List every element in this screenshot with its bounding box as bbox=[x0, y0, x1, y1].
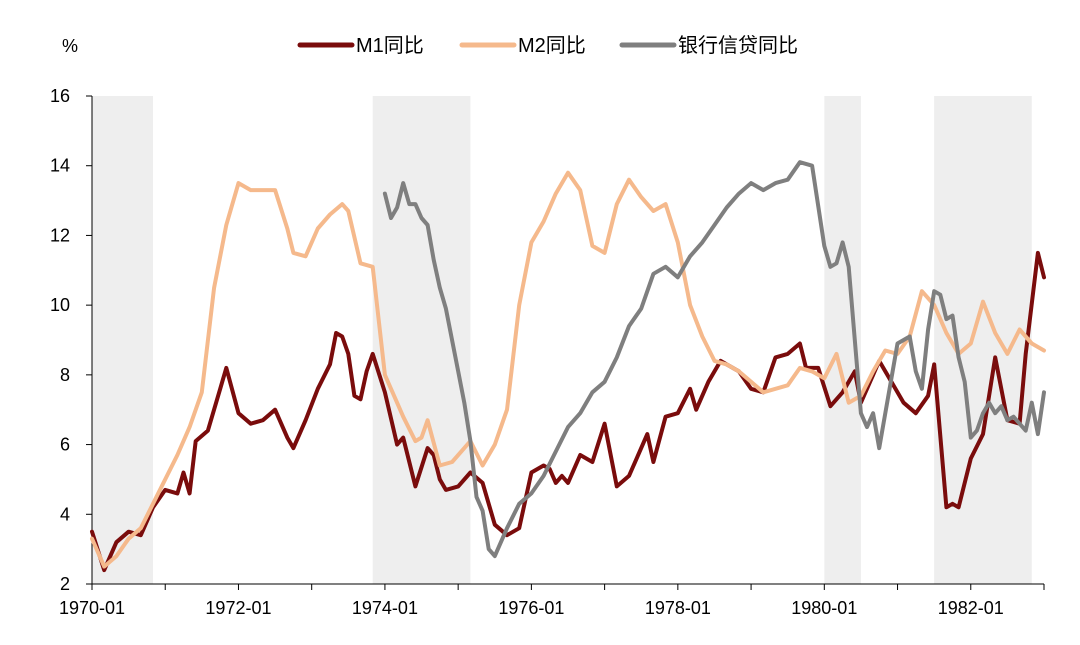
shaded-periods bbox=[92, 96, 1032, 584]
legend: M1同比 M2同比 银行信贷同比 bbox=[297, 34, 798, 57]
y-axis-unit-label: % bbox=[62, 36, 78, 56]
y-tick-label: 6 bbox=[60, 435, 70, 455]
series-line-2 bbox=[90, 170, 1046, 569]
y-tick-label: 10 bbox=[50, 295, 70, 315]
x-tick-label: 1972-01 bbox=[205, 598, 271, 618]
y-tick-label: 4 bbox=[60, 504, 70, 524]
shaded-period-1 bbox=[92, 96, 154, 584]
series-line-3 bbox=[382, 160, 1046, 559]
x-tick-label: 1974-01 bbox=[352, 598, 418, 618]
series-lines bbox=[90, 160, 1046, 573]
y-tick-label: 14 bbox=[50, 156, 70, 176]
shaded-period-2 bbox=[372, 96, 471, 584]
y-tick-label: 16 bbox=[50, 86, 70, 106]
y-tick-label: 8 bbox=[60, 365, 70, 385]
y-tick-label: 12 bbox=[50, 225, 70, 245]
y-tick-label: 2 bbox=[60, 574, 70, 594]
x-tick-label: 1976-01 bbox=[498, 598, 564, 618]
x-tick-label: 1980-01 bbox=[791, 598, 857, 618]
x-tick-label: 1978-01 bbox=[645, 598, 711, 618]
legend-label-1: M1同比 bbox=[356, 34, 424, 57]
axes: % 2 4 6 8 10 12 14 16 1970-01 1972-01 1974-01 1976-… bbox=[50, 36, 1045, 618]
x-tick-label: 1970-01 bbox=[59, 598, 125, 618]
legend-label-3: 银行信贷同比 bbox=[678, 34, 798, 57]
series-line-1 bbox=[90, 250, 1046, 573]
legend-label-2: M2同比 bbox=[518, 34, 586, 57]
x-tick-label: 1982-01 bbox=[938, 598, 1004, 618]
